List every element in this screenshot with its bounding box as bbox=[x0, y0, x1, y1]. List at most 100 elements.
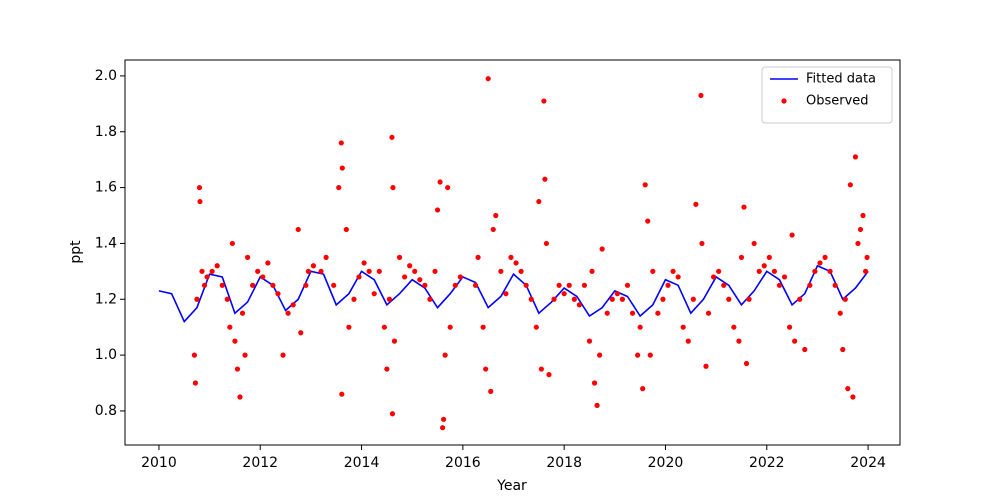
x-tick-label: 2014 bbox=[344, 455, 380, 471]
observed-point bbox=[191, 352, 197, 358]
observed-point bbox=[604, 310, 610, 316]
observed-point bbox=[786, 324, 793, 330]
observed-point bbox=[513, 260, 519, 266]
observed-point bbox=[619, 296, 626, 302]
observed-point bbox=[447, 324, 453, 330]
observed-point bbox=[318, 268, 324, 274]
observed-point bbox=[255, 268, 261, 274]
observed-point bbox=[597, 352, 603, 358]
observed-point bbox=[270, 282, 276, 288]
observed-point bbox=[710, 274, 717, 280]
observed-point bbox=[591, 380, 598, 386]
observed-point bbox=[244, 254, 251, 260]
observed-point bbox=[789, 232, 795, 238]
observed-point bbox=[457, 274, 463, 280]
observed-point bbox=[640, 386, 646, 392]
observed-point bbox=[396, 254, 403, 260]
observed-point bbox=[670, 268, 676, 274]
y-tick-label: 1.4 bbox=[95, 235, 117, 251]
x-tick-label: 2010 bbox=[141, 455, 177, 471]
observed-point bbox=[351, 296, 357, 302]
observed-point bbox=[629, 310, 636, 316]
observed-point bbox=[845, 386, 851, 392]
observed-point bbox=[412, 268, 418, 274]
observed-point bbox=[417, 277, 423, 283]
observed-point bbox=[751, 240, 757, 247]
observed-point bbox=[427, 296, 433, 302]
y-tick-label: 2.0 bbox=[95, 68, 117, 84]
observed-point bbox=[303, 282, 309, 288]
observed-point bbox=[594, 402, 600, 408]
observed-point bbox=[204, 274, 210, 280]
observed-point bbox=[776, 282, 783, 288]
y-tick-label: 1.0 bbox=[95, 347, 117, 363]
observed-point bbox=[675, 274, 681, 280]
observed-point bbox=[445, 184, 451, 191]
observed-point bbox=[305, 268, 311, 274]
observed-point bbox=[756, 268, 762, 274]
observed-point bbox=[265, 260, 271, 266]
observed-point bbox=[442, 352, 448, 358]
observed-point bbox=[832, 282, 838, 288]
observed-point bbox=[232, 338, 238, 344]
observed-point bbox=[356, 274, 362, 280]
observed-point bbox=[561, 291, 567, 297]
observed-point bbox=[472, 282, 479, 288]
observed-point bbox=[847, 182, 853, 188]
observed-point bbox=[275, 291, 281, 297]
observed-point bbox=[381, 324, 387, 330]
observed-point bbox=[391, 338, 398, 344]
legend-label: Fitted data bbox=[806, 72, 876, 87]
observed-point bbox=[655, 310, 661, 316]
observed-point bbox=[781, 274, 788, 280]
observed-point bbox=[576, 302, 582, 308]
observed-point bbox=[546, 372, 552, 378]
observed-point bbox=[650, 268, 656, 274]
observed-point bbox=[699, 240, 705, 247]
observed-point bbox=[680, 324, 686, 330]
observed-point bbox=[384, 366, 390, 372]
observed-point bbox=[331, 282, 337, 288]
observed-point bbox=[822, 254, 828, 260]
observed-point bbox=[298, 330, 304, 336]
observed-point bbox=[389, 134, 395, 140]
observed-point bbox=[280, 352, 286, 358]
observed-point bbox=[402, 274, 408, 280]
observed-point bbox=[483, 366, 489, 372]
observed-point bbox=[242, 352, 248, 358]
observed-point bbox=[310, 263, 317, 269]
observed-point bbox=[645, 218, 651, 224]
observed-point bbox=[227, 324, 233, 330]
observed-point bbox=[542, 176, 548, 182]
observed-point bbox=[543, 240, 550, 247]
y-axis-label: ppt bbox=[68, 240, 84, 264]
y-tick-label: 1.2 bbox=[95, 291, 117, 307]
observed-point bbox=[792, 338, 798, 344]
observed-point bbox=[721, 282, 727, 288]
observed-point bbox=[726, 296, 732, 302]
observed-point bbox=[338, 140, 344, 146]
observed-point bbox=[705, 310, 712, 316]
y-tick-label: 0.8 bbox=[95, 403, 117, 419]
legend: Fitted data Observed bbox=[761, 66, 893, 124]
observed-point bbox=[339, 165, 345, 171]
observed-point bbox=[852, 154, 859, 160]
x-tick-label: 2012 bbox=[242, 455, 278, 471]
observed-point bbox=[432, 268, 438, 274]
legend-box bbox=[761, 66, 893, 124]
observed-point bbox=[609, 296, 615, 302]
observed-point bbox=[229, 240, 235, 247]
observed-point bbox=[493, 212, 499, 219]
observed-point bbox=[533, 324, 539, 330]
observed-point bbox=[685, 338, 691, 344]
observed-point bbox=[452, 282, 458, 288]
observed-point bbox=[693, 201, 699, 207]
observed-point bbox=[518, 268, 524, 274]
plot-frame bbox=[124, 59, 901, 446]
observed-point bbox=[488, 388, 494, 394]
observed-point bbox=[480, 324, 486, 330]
observed-point bbox=[323, 254, 329, 260]
observed-point bbox=[503, 291, 509, 297]
observed-point bbox=[746, 296, 752, 302]
observed-point bbox=[475, 254, 481, 260]
